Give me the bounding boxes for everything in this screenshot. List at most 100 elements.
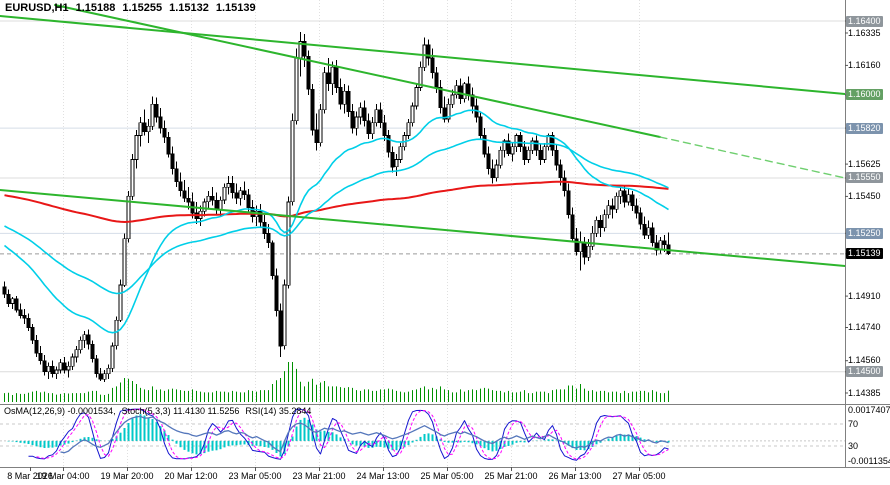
ohlc-high: 1.15255 [122, 2, 163, 14]
candle-body [290, 120, 295, 203]
candle-body [278, 310, 283, 347]
candle-body [618, 190, 623, 197]
candle-body [382, 122, 387, 136]
candle-body [498, 149, 503, 166]
candle-body [638, 212, 643, 225]
candle-body [258, 210, 263, 223]
symbol-timeframe: EURUSD,H1 [5, 2, 69, 14]
candle-body [358, 107, 363, 118]
candle-body [46, 365, 51, 373]
candle-body [314, 129, 319, 144]
candle-body [398, 146, 403, 160]
volume-layer [4, 362, 669, 402]
rsi-line [60, 415, 669, 454]
candle-body [466, 83, 471, 96]
candle-body [246, 194, 251, 208]
candle-body [458, 85, 463, 99]
candle-body [430, 57, 435, 74]
candle-body [118, 284, 123, 321]
candle-body [642, 223, 647, 236]
candle-body [374, 109, 379, 123]
candle-body [518, 135, 523, 147]
candle-body [370, 122, 375, 135]
candle-body [406, 122, 411, 136]
candle-body [522, 146, 527, 160]
candle-body [130, 159, 135, 197]
candle-body [386, 135, 391, 153]
candle-body [98, 373, 103, 380]
ma-line-cyan-slow [4, 138, 669, 295]
ma-line-red-slow [4, 180, 669, 223]
candle-body [442, 107, 447, 120]
candle-body [106, 367, 111, 374]
candle-body [526, 149, 531, 160]
candle-body [502, 140, 507, 151]
chart-title: EURUSD,H1 1.15188 1.15255 1.15132 1.15139 [5, 2, 263, 14]
candle-body [94, 358, 99, 375]
candle-body [122, 238, 127, 286]
candle-body [26, 317, 31, 328]
candle-body [330, 66, 335, 85]
candle-body [366, 120, 371, 134]
candle-body [462, 83, 467, 99]
candle-body [446, 103, 451, 120]
candle-body [342, 90, 347, 105]
ohlc-open: 1.15188 [75, 2, 116, 14]
candle-body [242, 190, 247, 195]
candle-body [354, 116, 359, 129]
ohlc-low: 1.15132 [169, 2, 209, 14]
candle-body [22, 315, 27, 319]
candle-body [182, 190, 187, 199]
candle-body [438, 87, 443, 109]
candle-body [562, 177, 567, 192]
candle-body [66, 365, 71, 371]
candle-body [234, 192, 239, 199]
candle-body [206, 196, 211, 203]
candle-body [506, 140, 511, 155]
candle-body [226, 183, 231, 188]
candle-body [410, 105, 415, 123]
candle-body [90, 343, 95, 360]
candle-body [554, 149, 559, 166]
candle-body [630, 194, 635, 207]
candle-body [634, 205, 639, 214]
trendline-resistance-extension [659, 136, 846, 179]
trendline-channel-lower [0, 189, 846, 267]
candle-body [426, 44, 431, 59]
candle-body [294, 57, 299, 122]
candle-body [598, 220, 603, 229]
candle-body [514, 135, 519, 147]
candle-body [610, 205, 615, 210]
candle-body [2, 286, 7, 295]
candle-body [622, 190, 627, 203]
candle-body [602, 214, 607, 229]
candle-body [534, 140, 539, 151]
candle-body [162, 127, 167, 138]
candle-body [70, 356, 75, 367]
candle-body [50, 365, 55, 375]
candle-body [362, 107, 367, 122]
candle-body [538, 149, 543, 160]
trendline-channel-upper [0, 15, 846, 95]
candle-body [274, 275, 279, 312]
candle-body [138, 122, 143, 136]
candle-body [58, 362, 63, 371]
candle-body [282, 284, 287, 347]
candle-body [574, 238, 579, 253]
ohlc-close: 1.15139 [215, 2, 256, 14]
candle-body [606, 205, 611, 216]
candle-body [302, 41, 307, 57]
candle-body [78, 340, 83, 350]
candle-body [110, 345, 115, 369]
candle-body [202, 201, 207, 212]
candle-body [74, 349, 79, 358]
candle-body [266, 232, 271, 243]
candle-body [18, 309, 23, 316]
candle-body [390, 151, 395, 168]
candle-body [626, 194, 631, 203]
candle-body [394, 159, 399, 168]
candle-body [350, 111, 355, 129]
candle-body [170, 153, 175, 170]
